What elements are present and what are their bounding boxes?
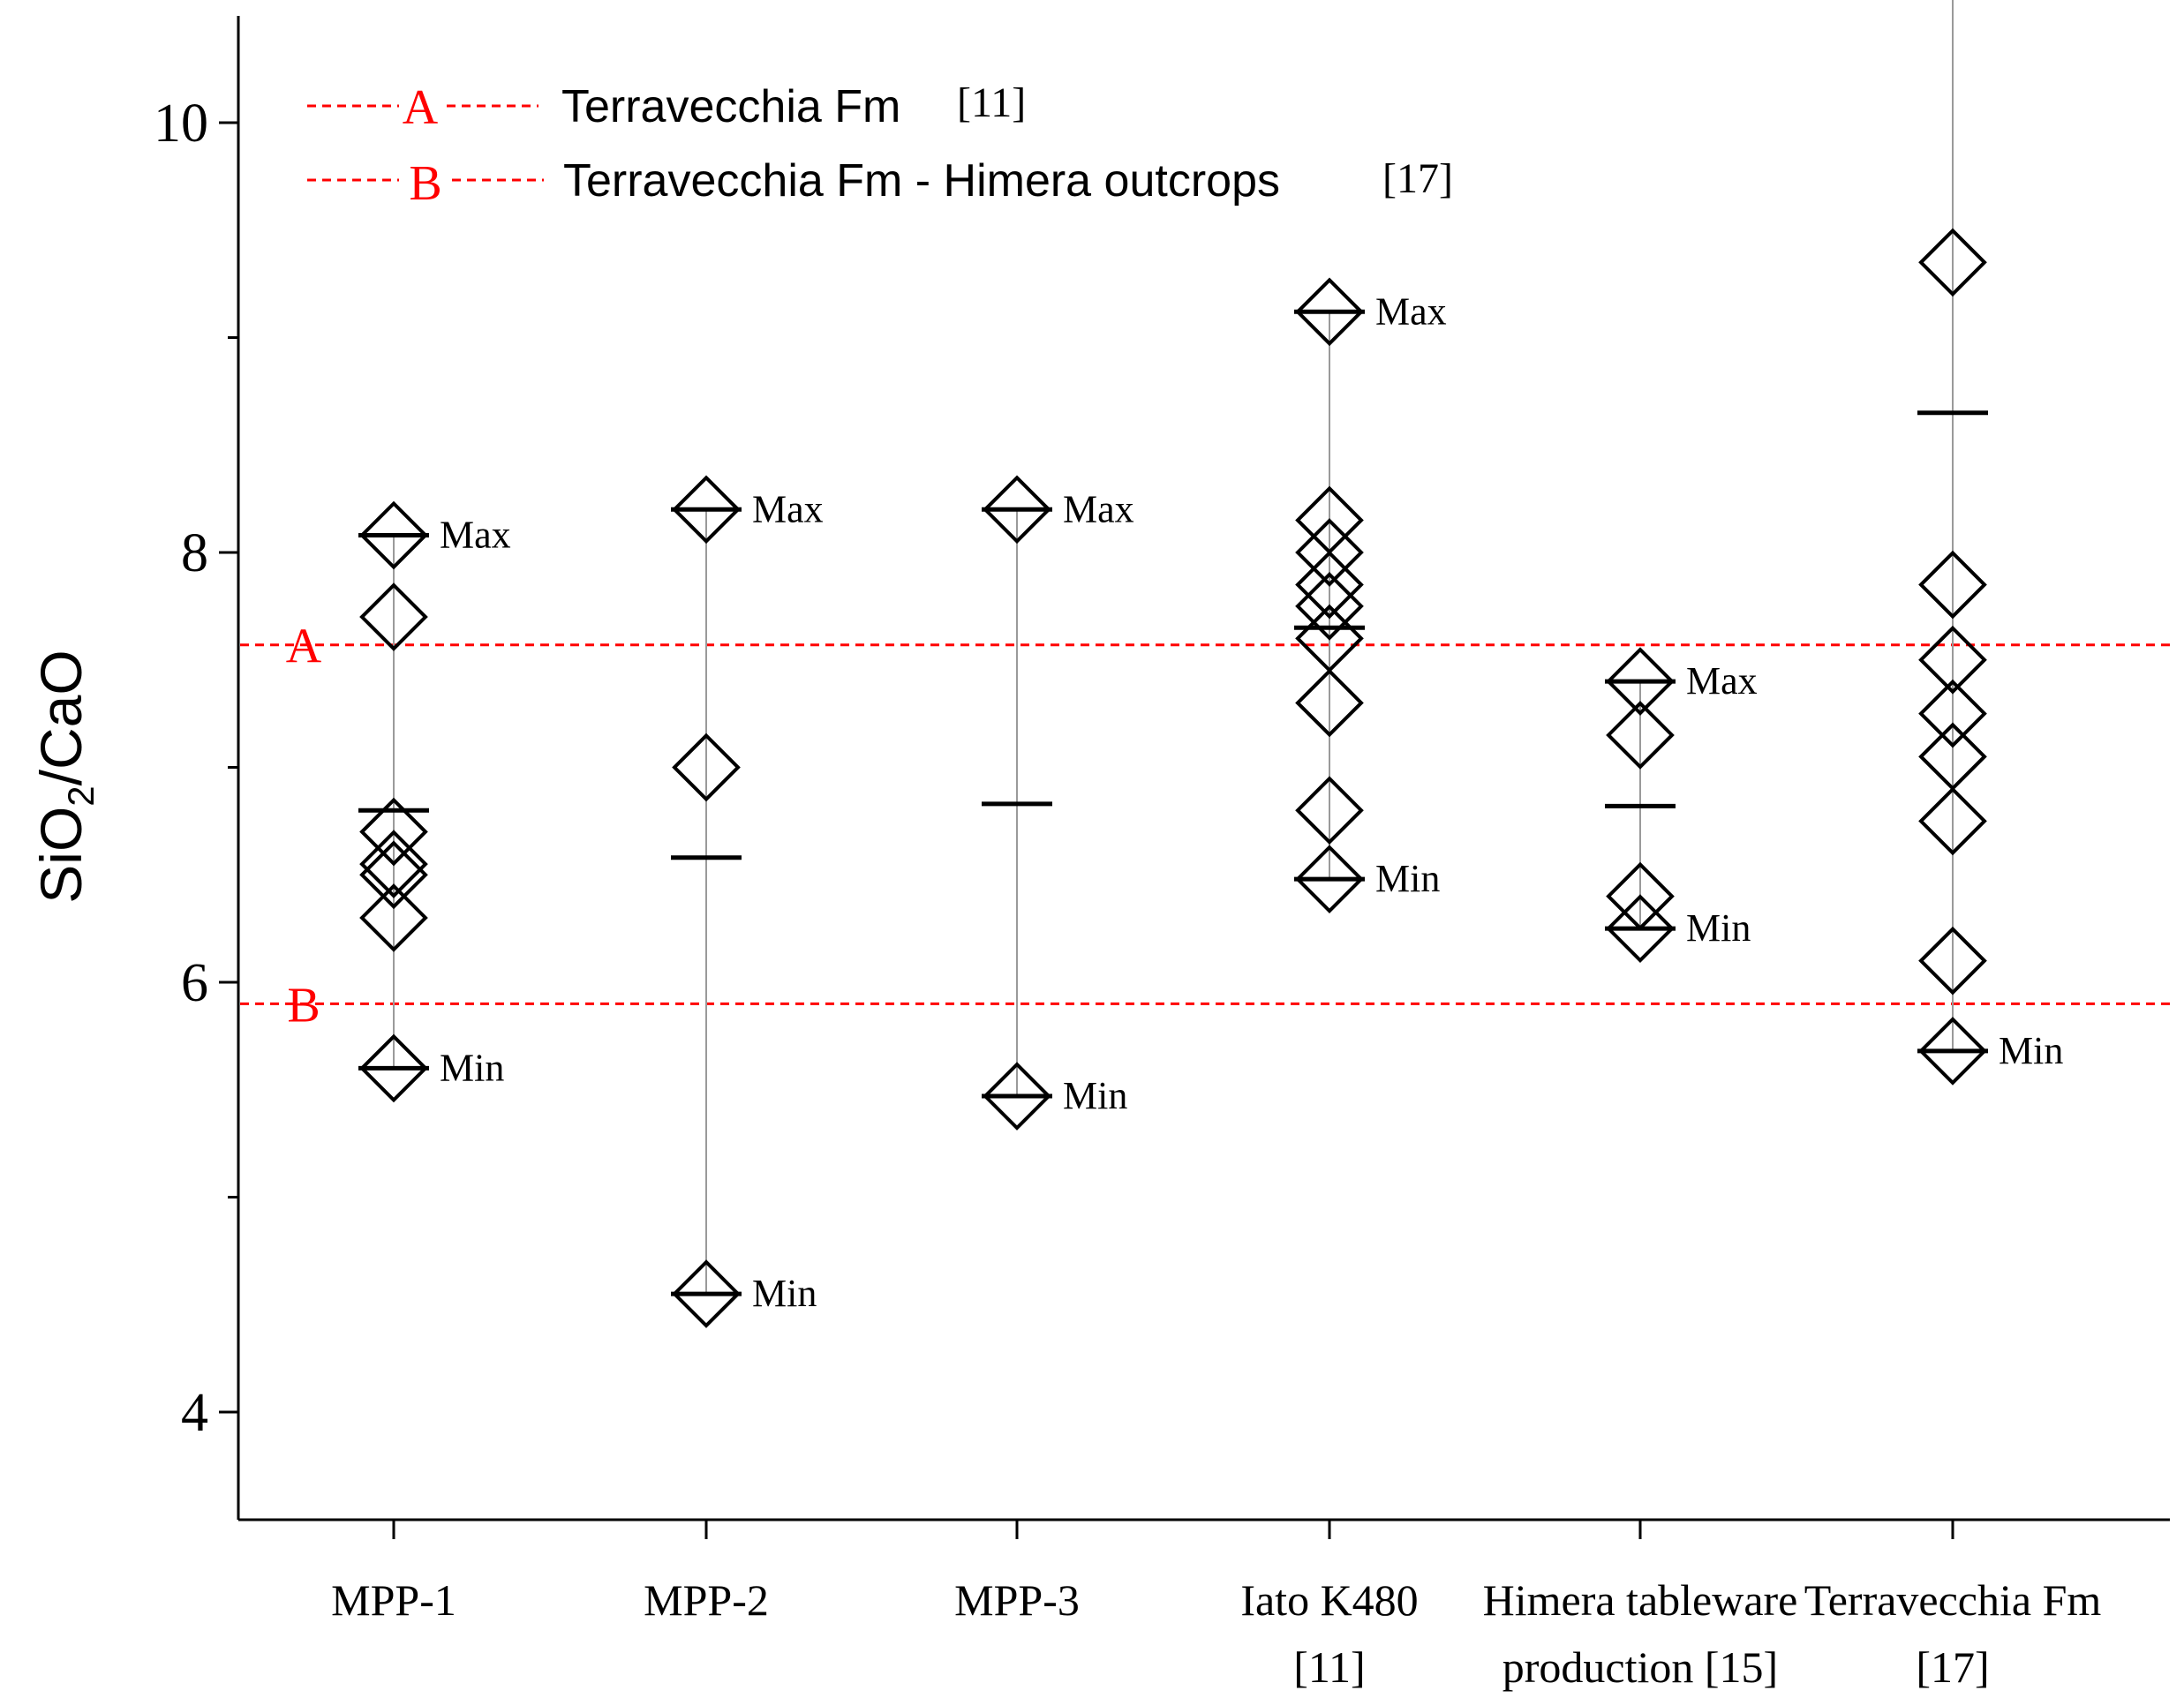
data-point (1295, 550, 1364, 620)
x-tick-label: MPP-3 (954, 1575, 1080, 1625)
max-annotation: Max (1375, 289, 1447, 333)
max-annotation: Max (440, 514, 511, 557)
min-annotation: Min (752, 1272, 817, 1315)
y-ticks: 4 6 8 10 (154, 94, 238, 1443)
min-annotation: Min (1375, 857, 1440, 900)
data-point (359, 500, 428, 570)
category-group: Max Min (358, 500, 511, 1103)
data-point (1295, 277, 1364, 347)
data-point (359, 797, 428, 867)
data-point (672, 1259, 741, 1328)
data-point (1295, 845, 1364, 913)
x-tick-label: MPP-2 (644, 1575, 769, 1625)
x-tick-label: Iato K480 [11] (1240, 1575, 1418, 1692)
data-point (1918, 926, 1987, 996)
data-point (1295, 572, 1364, 641)
data-point (1918, 679, 1987, 748)
y-tick-label: 8 (181, 523, 208, 583)
category-group: Max Min (982, 475, 1134, 1131)
legend-entry-a: A Terravecchia Fm [11] (307, 79, 1026, 135)
y-tick-label: 6 (181, 953, 208, 1013)
legend-a-label: Terravecchia Fm (561, 81, 900, 132)
data-point (359, 1033, 428, 1103)
category-group: Max Min (1605, 647, 1758, 963)
data-point (1918, 228, 1987, 297)
x-ticks: MPP-1 MPP-2 MPP-3 Iato K480 [11] Himera table… (331, 1520, 2101, 1692)
min-annotation: Min (1686, 906, 1751, 950)
legend-a-letter: A (403, 80, 439, 135)
legend-b-label: Terravecchia Fm - Himera outcrops (563, 155, 1280, 207)
x-tick-label: Terravecchia Fm [17] (1804, 1575, 2102, 1692)
reference-lines: AB (240, 620, 2170, 1033)
data-point (983, 1062, 1051, 1131)
data-point (1295, 668, 1364, 738)
data-point (1295, 776, 1364, 845)
legend-entry-b: B Terravecchia Fm - Himera outcrops [17] (307, 155, 1453, 211)
data-point (1295, 518, 1364, 587)
data-point (672, 733, 741, 802)
data-point (1918, 625, 1987, 695)
min-annotation: Min (440, 1046, 504, 1089)
y-tick-label: 10 (154, 94, 208, 154)
data-point (983, 475, 1051, 545)
min-annotation: Min (1999, 1029, 2063, 1072)
reference-line-b-label: B (287, 978, 320, 1033)
data-point (1606, 701, 1675, 770)
data-point (1918, 550, 1987, 620)
data-point (1606, 894, 1675, 963)
data-point (359, 830, 428, 898)
data-point (359, 582, 428, 651)
max-annotation: Max (1686, 659, 1758, 702)
y-axis-label: SiO2/CaO (28, 650, 102, 903)
category-group: Max Min (671, 475, 824, 1328)
data-point (359, 840, 428, 910)
series-layer: MaxMinMaxMinMaxMinMaxMinMaxMinMaxMin (358, 0, 2063, 1328)
data-point (1918, 1017, 1987, 1086)
data-point (1918, 786, 1987, 856)
data-point (672, 475, 741, 545)
reference-line-a-label: A (286, 620, 322, 674)
category-group: Max Min (1294, 277, 1447, 913)
data-point (359, 883, 428, 952)
data-point (1606, 647, 1675, 716)
x-tick-label: MPP-1 (331, 1575, 456, 1625)
max-annotation: Max (1063, 487, 1134, 530)
legend-b-letter: B (409, 156, 441, 211)
max-annotation: Max (752, 487, 824, 530)
legend-b-cite: [17] (1382, 155, 1453, 202)
legend: A Terravecchia Fm [11] B Terravecchia Fm… (307, 79, 1453, 211)
x-tick-label: Himera tableware production [15] (1483, 1575, 1798, 1692)
min-annotation: Min (1063, 1074, 1127, 1117)
legend-a-cite: [11] (957, 79, 1026, 126)
y-tick-label: 4 (181, 1383, 208, 1443)
